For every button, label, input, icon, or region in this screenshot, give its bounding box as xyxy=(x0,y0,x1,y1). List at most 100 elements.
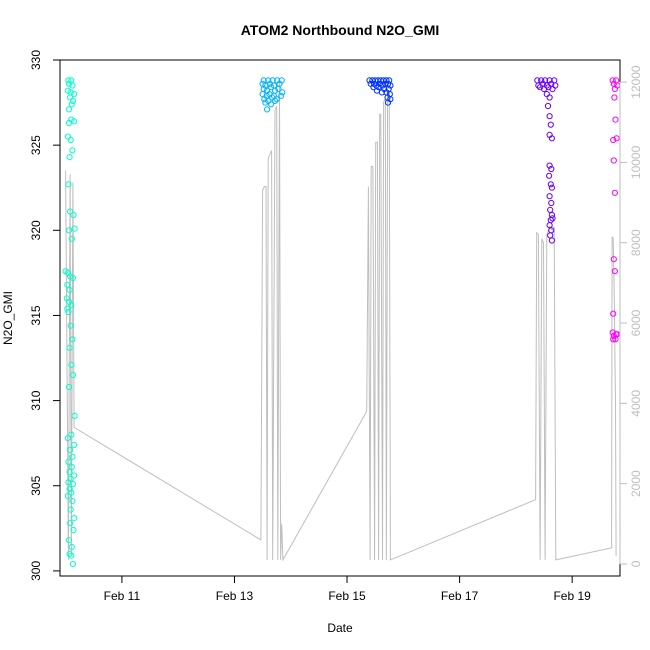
data-point xyxy=(609,77,616,84)
data-point xyxy=(265,77,272,84)
x-tick-label: Feb 15 xyxy=(328,589,366,603)
x-axis: Feb 11 Feb 13 Feb 15 Feb 17 Feb 19 xyxy=(104,575,591,603)
data-point xyxy=(68,235,75,242)
data-point xyxy=(366,77,373,84)
y-tick-label: 315 xyxy=(29,305,43,325)
data-point xyxy=(69,82,76,89)
data-point xyxy=(385,99,392,106)
y-tick-label: 300 xyxy=(29,561,43,581)
data-point xyxy=(69,274,77,282)
data-point xyxy=(68,302,75,309)
data-point xyxy=(546,193,553,200)
data-point xyxy=(64,305,71,312)
data-point xyxy=(613,135,620,142)
data-point xyxy=(549,85,556,93)
data-point xyxy=(65,181,72,188)
data-point xyxy=(548,199,555,207)
data-point xyxy=(547,232,554,239)
data-point xyxy=(610,136,617,144)
data-point xyxy=(549,215,556,222)
y2-tick-label: 12000 xyxy=(629,65,643,99)
data-point xyxy=(69,147,76,154)
data-point xyxy=(68,543,75,551)
y-axis-label: N2O_GMI xyxy=(1,291,15,345)
data-point xyxy=(66,486,73,493)
data-point xyxy=(610,256,617,263)
data-point xyxy=(66,286,73,293)
data-point xyxy=(547,121,554,128)
data-point xyxy=(612,336,619,343)
x-axis-label: Date xyxy=(327,621,353,635)
data-point xyxy=(546,172,553,179)
flight-3-series xyxy=(366,77,394,106)
data-point xyxy=(68,361,75,368)
y2-tick-label: 4000 xyxy=(629,390,643,417)
data-point xyxy=(69,453,76,460)
data-point xyxy=(261,96,268,103)
data-point xyxy=(67,520,74,527)
data-point xyxy=(71,118,78,125)
data-point xyxy=(548,165,555,173)
data-point xyxy=(71,515,78,522)
data-point xyxy=(66,154,73,161)
data-point xyxy=(68,101,75,108)
data-point xyxy=(65,308,72,316)
data-point xyxy=(67,322,74,329)
flight-5-series xyxy=(609,77,621,343)
data-point xyxy=(538,77,545,84)
data-point xyxy=(65,537,73,544)
data-point xyxy=(544,102,552,110)
data-point xyxy=(610,332,617,339)
data-point xyxy=(70,526,77,534)
x-tick-label: Feb 17 xyxy=(441,589,479,603)
data-point xyxy=(610,157,617,164)
flight-2-series xyxy=(259,77,286,113)
data-point xyxy=(262,99,269,106)
data-point xyxy=(68,489,75,496)
data-point xyxy=(375,84,382,91)
data-point xyxy=(546,113,553,120)
data-point xyxy=(65,80,73,87)
data-point xyxy=(65,458,72,465)
data-point xyxy=(543,91,550,98)
y-tick-label: 330 xyxy=(29,50,43,70)
data-point xyxy=(70,211,77,219)
data-point xyxy=(546,94,553,101)
altitude-series xyxy=(65,80,617,562)
chart-title: ATOM2 Northbound N2O_GMI xyxy=(241,22,440,38)
data-point xyxy=(65,227,73,234)
data-point xyxy=(610,336,617,343)
flight-1-series xyxy=(62,77,78,568)
y-axis-left: 300 305 310 315 320 325 330 xyxy=(29,50,61,581)
data-point xyxy=(387,82,394,89)
data-point xyxy=(66,344,73,351)
data-point xyxy=(71,472,78,479)
data-point xyxy=(68,431,75,438)
y-tick-label: 320 xyxy=(29,220,43,240)
data-point xyxy=(71,412,78,419)
data-point xyxy=(383,77,390,84)
scatter-series xyxy=(62,77,621,568)
data-point xyxy=(66,550,73,558)
data-point xyxy=(548,135,556,142)
data-point xyxy=(71,225,78,232)
data-point xyxy=(67,136,74,144)
y-tick-label: 325 xyxy=(29,135,43,155)
data-point xyxy=(547,181,554,188)
data-point xyxy=(68,463,75,471)
x-tick-label: Feb 11 xyxy=(104,589,141,603)
data-point xyxy=(278,92,285,99)
data-point xyxy=(548,237,556,244)
data-point xyxy=(69,336,76,343)
data-point xyxy=(264,106,271,113)
data-point xyxy=(547,206,554,213)
data-point xyxy=(612,116,619,123)
data-point xyxy=(548,184,556,191)
data-point xyxy=(64,435,72,442)
data-point xyxy=(67,94,74,101)
data-point xyxy=(268,101,275,108)
data-point xyxy=(611,94,618,101)
x-tick-label: Feb 13 xyxy=(216,589,254,603)
data-point xyxy=(64,133,72,140)
data-point xyxy=(69,498,76,505)
